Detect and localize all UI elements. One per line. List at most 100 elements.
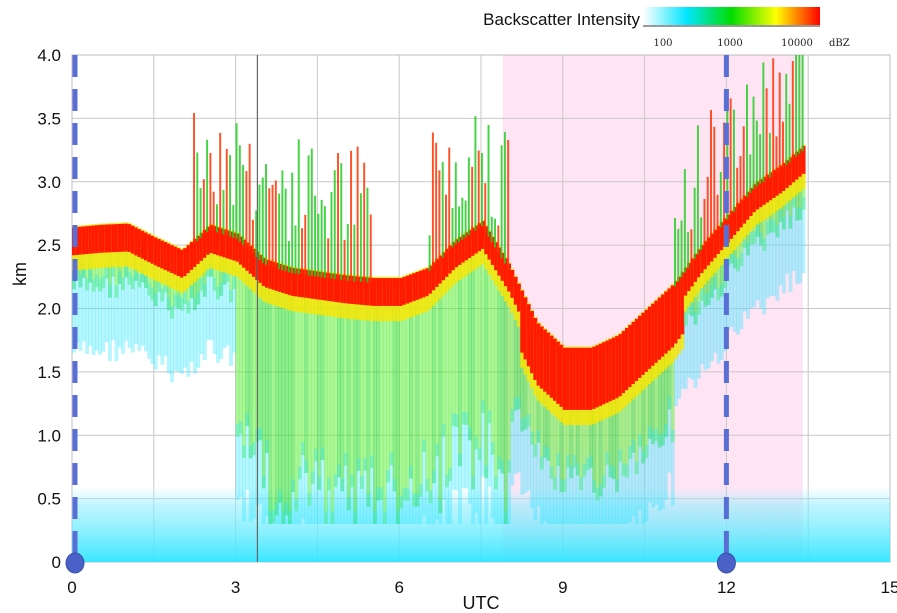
convective-spike (353, 225, 355, 282)
convective-spike (272, 185, 274, 267)
backscatter-column (802, 197, 806, 273)
convective-spike (717, 195, 719, 231)
convective-spike (242, 165, 244, 245)
convective-spike (739, 156, 741, 205)
convective-spike (435, 143, 437, 264)
convective-spike (455, 162, 457, 244)
colorbar-title: Backscatter Intensity (483, 10, 640, 29)
convective-spike (743, 126, 745, 200)
convective-spike (327, 238, 329, 278)
convective-spike (249, 144, 251, 251)
y-tick-label: 0.5 (37, 490, 61, 509)
convective-spike (707, 177, 709, 243)
convective-spike (491, 217, 493, 242)
convective-spike (314, 196, 316, 277)
convective-spike (478, 151, 480, 229)
convective-spike (471, 167, 473, 233)
y-tick-label: 1.0 (37, 426, 61, 445)
convective-spike (792, 61, 794, 160)
convective-spike (756, 121, 758, 187)
y-tick-label: 1.5 (37, 363, 61, 382)
convective-spike (239, 145, 241, 242)
backscatter-column (438, 501, 442, 524)
convective-spike (730, 98, 732, 216)
convective-spike (687, 232, 689, 268)
convective-spike (438, 170, 440, 260)
convective-spike (488, 125, 490, 237)
convective-spike (501, 145, 503, 258)
convective-spike (429, 235, 431, 270)
convective-spike (782, 122, 784, 168)
y-tick-label: 2.0 (37, 300, 61, 319)
convective-spike (206, 140, 208, 232)
convective-spike (226, 149, 228, 236)
convective-spike (694, 188, 696, 259)
convective-spike (789, 104, 791, 163)
colorbar-swatch (643, 7, 820, 25)
convective-spike (753, 97, 755, 190)
convective-spike (360, 193, 362, 282)
convective-spike (285, 189, 287, 272)
colorbar-tick-label: 10000 (781, 38, 813, 49)
convective-spike (216, 204, 218, 232)
convective-spike (344, 240, 346, 281)
convective-spike (713, 127, 715, 235)
convective-spike (759, 134, 761, 184)
convective-spike (366, 188, 368, 283)
convective-spike (681, 221, 683, 278)
convective-spike (330, 192, 332, 279)
convective-spike (504, 132, 506, 264)
convective-spike (494, 219, 496, 248)
convective-spike (785, 74, 787, 165)
convective-spike (448, 148, 450, 251)
convective-spike (298, 139, 300, 274)
convective-spike (703, 199, 705, 246)
convective-spike (324, 206, 326, 278)
y-tick-label: 3.0 (37, 173, 61, 192)
colorbar-tick-labels: 100 1000 10000 (653, 38, 812, 49)
convective-spike (766, 88, 768, 179)
convective-spike (301, 228, 303, 274)
convective-spike (245, 171, 247, 248)
convective-spike (213, 192, 215, 232)
convective-spike (259, 185, 261, 260)
convective-spike (370, 215, 372, 283)
convective-spike (268, 188, 270, 266)
convective-spike (334, 170, 336, 279)
convective-spike (684, 169, 686, 273)
convective-spike (347, 224, 349, 281)
convective-spike (700, 217, 702, 250)
backscatter-column (671, 430, 675, 506)
convective-spike (209, 153, 211, 230)
convective-spike (304, 215, 306, 275)
convective-spike (350, 151, 352, 281)
convective-spike (452, 208, 454, 247)
convective-spike (795, 53, 797, 157)
convective-spike (762, 62, 764, 182)
x-tick-label: 3 (231, 578, 240, 597)
y-tick-labels: 00.51.01.52.02.53.03.54.0 (37, 46, 61, 572)
dashed-marker-dot (717, 553, 735, 573)
convective-spike (749, 154, 751, 193)
convective-spike (474, 116, 476, 230)
convective-spike (674, 218, 676, 286)
convective-spike (736, 168, 738, 209)
convective-spike (432, 132, 434, 267)
x-tick-label: 0 (67, 578, 76, 597)
convective-spike (442, 162, 444, 258)
x-tick-label: 15 (881, 578, 897, 597)
convective-spike (321, 200, 323, 277)
convective-spike (677, 229, 679, 282)
convective-spike (232, 205, 234, 238)
convective-spike (275, 181, 277, 269)
convective-spike (291, 173, 293, 274)
convective-spike (772, 58, 774, 175)
y-tick-label: 3.5 (37, 109, 61, 128)
x-tick-label: 12 (717, 578, 736, 597)
convective-spike (252, 220, 254, 254)
convective-spike (281, 170, 283, 270)
convective-spike (697, 125, 699, 254)
convective-spike (769, 133, 771, 177)
convective-spike (203, 179, 205, 235)
